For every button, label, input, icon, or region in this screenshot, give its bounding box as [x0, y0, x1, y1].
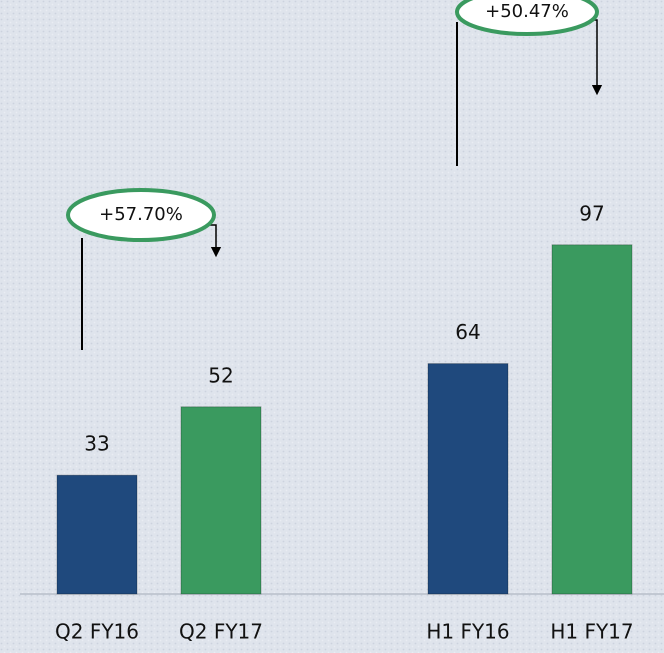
x-tick-label: Q2 FY16 [55, 620, 139, 644]
annotation-bubble [66, 188, 216, 242]
bar [56, 474, 138, 595]
x-tick-label: Q2 FY17 [179, 620, 263, 644]
annotation-text: +57.70% [99, 204, 183, 225]
annotation-text: +50.47% [485, 1, 569, 22]
value-label: 33 [84, 432, 109, 456]
value-label: 97 [579, 201, 604, 225]
bar [427, 363, 509, 595]
bar [180, 406, 262, 595]
bar [551, 244, 633, 595]
x-tick-label: H1 FY16 [426, 620, 509, 644]
x-tick-label: H1 FY17 [550, 620, 633, 644]
value-label: 64 [455, 320, 480, 344]
value-label: 52 [208, 363, 233, 387]
annotation-bubble [455, 0, 599, 36]
